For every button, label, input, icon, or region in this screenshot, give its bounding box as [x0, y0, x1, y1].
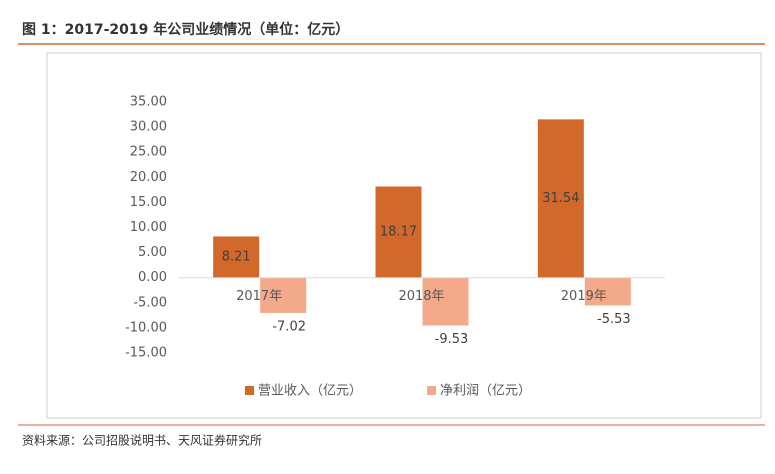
data-label: 18.17 [380, 225, 417, 240]
bar [422, 277, 469, 326]
legend-label: 营业收入（亿元） [258, 384, 362, 399]
y-tick-label: 20.00 [130, 170, 167, 185]
bar [375, 186, 422, 278]
legend-swatch [245, 386, 254, 395]
y-tick-label: 25.00 [130, 145, 167, 160]
chart-frame [46, 52, 762, 419]
y-tick-label: 10.00 [130, 220, 167, 235]
x-tick-label: 2019年 [561, 289, 607, 304]
figure-title: 图 1：2017-2019 年公司业绩情况（单位：亿元） [22, 21, 349, 38]
y-tick-label: 30.00 [130, 120, 167, 135]
legend-swatch [427, 386, 436, 395]
legend-label: 净利润（亿元） [440, 384, 531, 399]
bar [537, 119, 584, 278]
y-tick-label: 5.00 [138, 245, 167, 260]
source-note: 资料来源：公司招股说明书、天风证券研究所 [22, 433, 262, 448]
y-tick-label: -10.00 [125, 320, 167, 335]
data-label: -9.53 [435, 332, 469, 347]
data-label: -7.02 [272, 319, 306, 334]
y-tick-label: 35.00 [130, 95, 167, 110]
bar [584, 277, 631, 306]
y-tick-label: 0.00 [138, 270, 167, 285]
bar [260, 277, 307, 313]
x-tick-label: 2017年 [236, 289, 282, 304]
y-tick-label: -15.00 [125, 346, 167, 361]
x-tick-label: 2018年 [398, 289, 444, 304]
data-label: -5.53 [597, 312, 631, 327]
y-tick-label: -5.00 [133, 295, 167, 310]
bar [213, 236, 260, 278]
y-tick-label: 15.00 [130, 195, 167, 210]
data-label: 8.21 [222, 250, 251, 265]
data-label: 31.54 [542, 191, 579, 206]
